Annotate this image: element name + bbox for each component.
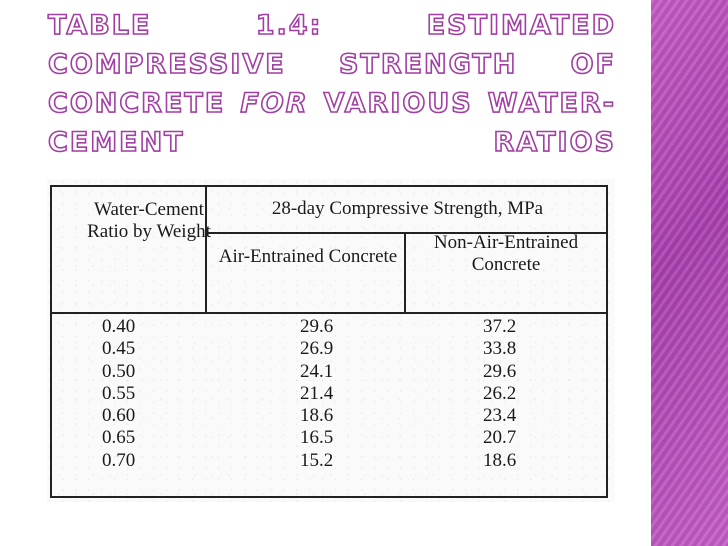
non-air-entrained-cell: 33.8 <box>483 338 517 360</box>
decorative-side-bar <box>651 0 728 546</box>
stub-header: Water-Cement Ratio by Weight <box>87 199 211 242</box>
ratio-cell: 0.65 <box>102 427 136 449</box>
title-emphasis: for <box>240 87 309 120</box>
air-entrained-cell: 24.1 <box>300 360 334 382</box>
span-header: 28-day Compressive Strength, MPa <box>271 198 544 219</box>
non-air-entrained-cell: 29.6 <box>483 360 517 382</box>
ratio-cell: 0.70 <box>102 449 136 471</box>
title-suffix: various water-cement ratios <box>47 87 616 159</box>
scanned-table-image: Water-Cement Ratio by Weight 28-day Comp… <box>47 179 615 502</box>
column-header-air-entrained: Air-Entrained Concrete <box>218 246 398 267</box>
stub-divider <box>205 185 207 313</box>
ratio-cell: 0.40 <box>102 316 136 337</box>
air-entrained-cell: 29.6 <box>300 316 334 337</box>
ratio-cell: 0.50 <box>102 360 136 382</box>
air-entrained-column: 29.6 26.9 24.1 21.4 18.6 16.5 15.2 <box>300 316 333 472</box>
non-air-entrained-cell: 20.7 <box>483 427 517 449</box>
air-entrained-cell: 21.4 <box>300 382 334 404</box>
column-header-non-air-entrained: Non-Air-Entrained Concrete <box>433 232 579 275</box>
non-air-entrained-cell: 23.4 <box>483 405 517 427</box>
header-rule <box>50 312 608 314</box>
air-entrained-cell: 16.5 <box>300 427 334 449</box>
ratio-cell: 0.60 <box>102 405 136 427</box>
air-entrained-cell: 26.9 <box>300 338 334 360</box>
span-header-rule <box>207 232 607 234</box>
column-divider <box>404 232 406 313</box>
air-entrained-cell: 18.6 <box>300 405 334 427</box>
ratio-column: 0.40 0.45 0.50 0.55 0.60 0.65 0.70 <box>102 316 135 472</box>
non-air-entrained-column: 37.2 33.8 29.6 26.2 23.4 20.7 18.6 <box>483 316 516 472</box>
non-air-entrained-cell: 37.2 <box>483 316 517 337</box>
ratio-cell: 0.55 <box>102 382 136 404</box>
table-frame <box>50 185 608 498</box>
non-air-entrained-cell: 26.2 <box>483 382 517 404</box>
non-air-entrained-cell: 18.6 <box>483 449 517 471</box>
ratio-cell: 0.45 <box>102 338 136 360</box>
slide-title: Table 1.4: Estimated compressive strengt… <box>47 6 616 162</box>
title-prefix: Table 1.4: Estimated compressive strengt… <box>47 9 616 120</box>
air-entrained-cell: 15.2 <box>300 449 334 471</box>
